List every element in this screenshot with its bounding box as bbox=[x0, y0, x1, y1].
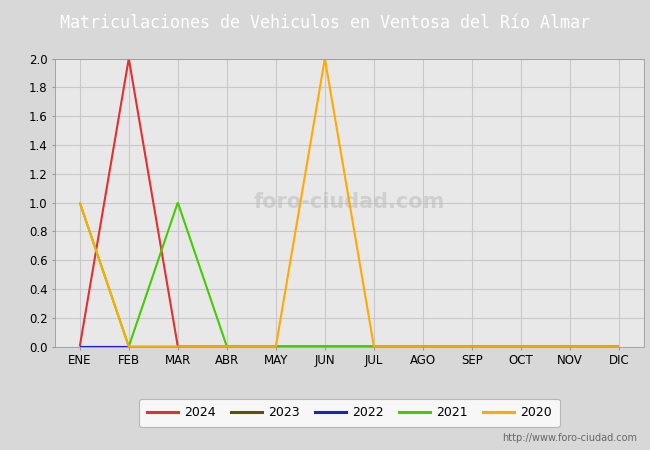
Text: foro-ciudad.com: foro-ciudad.com bbox=[254, 193, 445, 212]
Legend: 2024, 2023, 2022, 2021, 2020: 2024, 2023, 2022, 2021, 2020 bbox=[139, 399, 560, 427]
Text: Matriculaciones de Vehiculos en Ventosa del Río Almar: Matriculaciones de Vehiculos en Ventosa … bbox=[60, 14, 590, 32]
Text: http://www.foro-ciudad.com: http://www.foro-ciudad.com bbox=[502, 433, 637, 443]
